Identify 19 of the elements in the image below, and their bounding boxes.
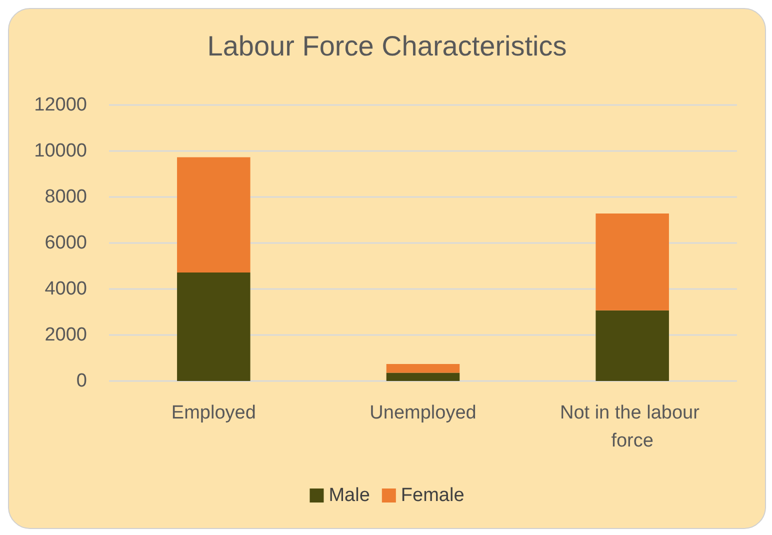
bar bbox=[596, 214, 669, 310]
y-tick-label: 0 bbox=[76, 370, 87, 392]
bar bbox=[596, 310, 669, 381]
y-tick-label: 12000 bbox=[34, 94, 87, 116]
bar bbox=[177, 157, 250, 272]
chart-title: Labour Force Characteristics bbox=[207, 30, 567, 62]
x-tick-label: Not in the labour force bbox=[560, 402, 705, 452]
legend-label: Female bbox=[400, 485, 464, 506]
y-tick-label: 10000 bbox=[34, 140, 87, 162]
x-tick-label: Unemployed bbox=[370, 402, 476, 424]
y-tick-label: 2000 bbox=[44, 324, 87, 346]
y-tick-label: 6000 bbox=[44, 232, 87, 254]
bar bbox=[177, 272, 250, 381]
legend-label: Male bbox=[328, 485, 370, 506]
x-tick-label: Employed bbox=[171, 402, 256, 424]
bar bbox=[386, 372, 460, 381]
y-tick-label: 8000 bbox=[44, 186, 87, 208]
y-tick-label: 4000 bbox=[44, 278, 87, 300]
bar bbox=[386, 364, 460, 373]
